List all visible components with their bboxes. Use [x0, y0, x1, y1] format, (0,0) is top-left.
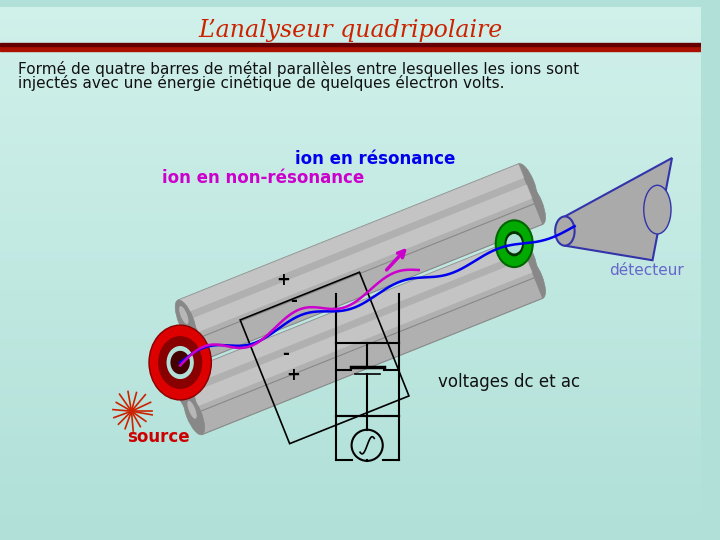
Bar [0, 43, 701, 46]
Text: +: + [287, 366, 300, 383]
Bar [0, 514, 701, 523]
Polygon shape [178, 164, 535, 340]
Bar [0, 446, 701, 455]
Bar [0, 36, 701, 46]
Bar [0, 202, 701, 212]
Bar [0, 484, 701, 494]
Ellipse shape [524, 184, 546, 225]
Ellipse shape [524, 258, 546, 299]
Text: L’analyseur quadripolaire: L’analyseur quadripolaire [199, 19, 503, 42]
Bar [0, 270, 701, 280]
Text: ion en non-résonance: ion en non-résonance [162, 169, 364, 187]
Text: injectés avec une énergie cinétique de quelques électron volts.: injectés avec une énergie cinétique de q… [17, 75, 504, 91]
Ellipse shape [516, 238, 537, 278]
Bar [0, 75, 701, 85]
Bar [0, 46, 701, 51]
Polygon shape [186, 259, 533, 409]
Bar [0, 251, 701, 260]
Polygon shape [186, 259, 543, 435]
Bar [0, 17, 701, 26]
Bar [0, 26, 701, 36]
Bar [0, 56, 701, 65]
Bar [0, 65, 701, 75]
Bar [0, 494, 701, 504]
Ellipse shape [516, 164, 537, 204]
Ellipse shape [184, 395, 204, 435]
Bar [0, 104, 701, 114]
Bar [0, 7, 701, 17]
Ellipse shape [179, 306, 189, 324]
Bar [0, 163, 701, 173]
Ellipse shape [149, 325, 212, 400]
Bar [0, 46, 701, 56]
Bar [0, 114, 701, 124]
Bar [0, 309, 701, 319]
Polygon shape [178, 238, 524, 388]
Ellipse shape [179, 380, 189, 398]
Ellipse shape [555, 217, 575, 246]
Ellipse shape [187, 327, 197, 345]
Bar [0, 367, 701, 377]
Bar [0, 134, 701, 144]
Bar [0, 416, 701, 426]
Bar [0, 85, 701, 94]
Bar [0, 406, 701, 416]
Bar [0, 426, 701, 436]
Bar [0, 260, 701, 270]
Bar [0, 231, 701, 241]
Text: +: + [276, 271, 290, 289]
Bar [0, 523, 701, 533]
Bar [0, 319, 701, 328]
Bar [0, 338, 701, 348]
Bar [0, 144, 701, 153]
Text: -: - [290, 292, 297, 309]
Bar [0, 153, 701, 163]
Bar [0, 357, 701, 367]
Bar [0, 299, 701, 309]
Bar [0, 280, 701, 289]
Ellipse shape [187, 401, 197, 418]
Bar [0, 387, 701, 396]
Bar [0, 192, 701, 202]
Polygon shape [565, 158, 672, 260]
Bar [0, 221, 701, 231]
Bar [0, 212, 701, 221]
Bar [0, 124, 701, 134]
Ellipse shape [506, 234, 522, 253]
Ellipse shape [644, 185, 671, 234]
Ellipse shape [171, 351, 190, 374]
Bar [0, 396, 701, 406]
Polygon shape [178, 238, 535, 414]
Bar [0, 289, 701, 299]
Bar [0, 241, 701, 251]
Ellipse shape [496, 220, 533, 267]
Polygon shape [186, 185, 533, 335]
Bar [0, 436, 701, 446]
Bar [0, 348, 701, 357]
Bar [0, 328, 701, 338]
Ellipse shape [166, 346, 194, 379]
Bar [0, 504, 701, 514]
Ellipse shape [175, 300, 197, 340]
Ellipse shape [184, 321, 204, 361]
Bar [0, 475, 701, 484]
Text: détecteur: détecteur [608, 263, 683, 278]
Bar [0, 455, 701, 465]
Text: Formé de quatre barres de métal parallèles entre lesquelles les ions sont: Formé de quatre barres de métal parallèl… [17, 60, 579, 77]
Text: source: source [127, 428, 190, 446]
Text: ion en résonance: ion en résonance [294, 150, 455, 168]
Bar [0, 183, 701, 192]
Bar [0, 94, 701, 104]
Ellipse shape [175, 374, 197, 414]
Text: voltages dc et ac: voltages dc et ac [438, 373, 580, 391]
Ellipse shape [158, 337, 202, 388]
Ellipse shape [505, 231, 524, 256]
Bar [0, 465, 701, 475]
Bar [0, 377, 701, 387]
Polygon shape [186, 185, 543, 361]
Bar [0, 173, 701, 183]
Text: -: - [282, 345, 289, 363]
Polygon shape [178, 164, 524, 314]
